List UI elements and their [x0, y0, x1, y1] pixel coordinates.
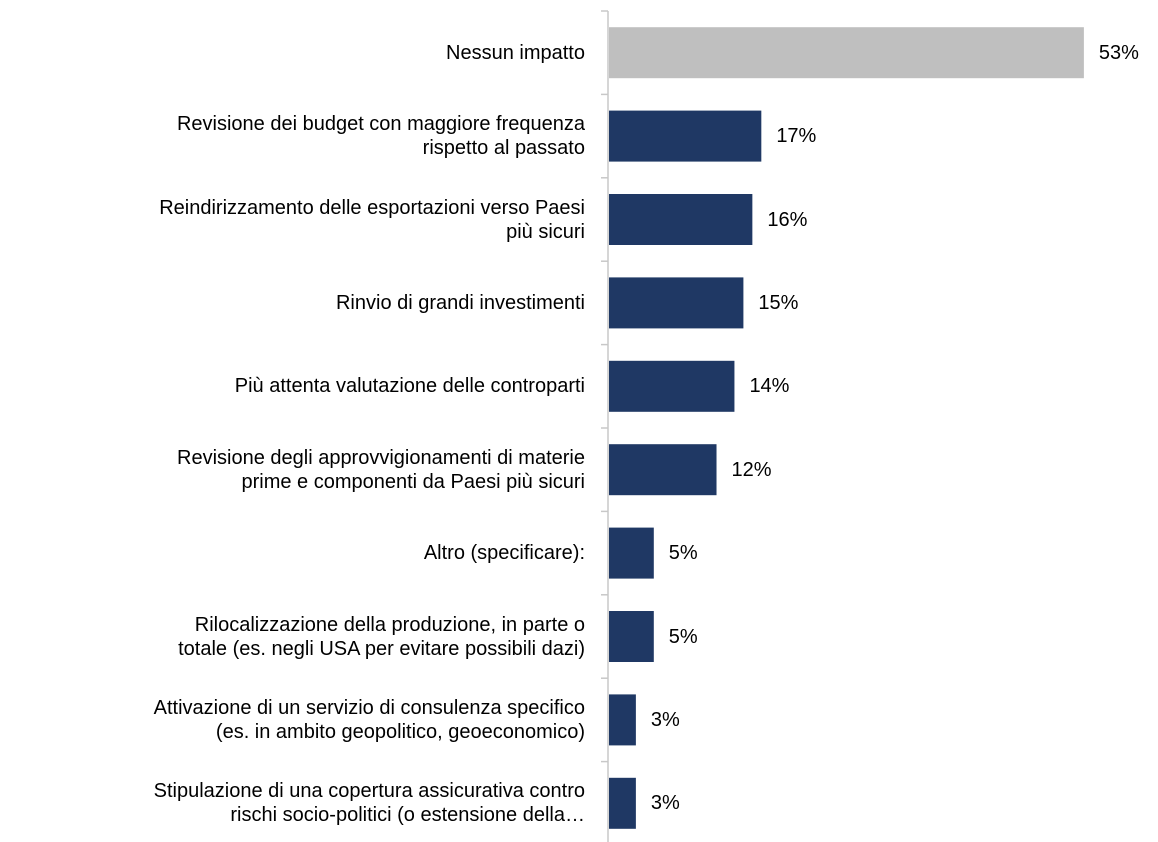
category-label: Più attenta valutazione delle contropart… [234, 375, 585, 398]
value-label: 16% [767, 208, 808, 231]
category-label: Attivazione di un servizio di consulenza… [153, 696, 585, 743]
value-label: 3% [650, 792, 680, 815]
value-label: 12% [731, 458, 772, 481]
bar [609, 277, 744, 329]
value-label: 53% [1098, 41, 1139, 64]
value-label: 14% [749, 375, 790, 398]
category-label: Nessun impatto [446, 41, 585, 64]
bar [609, 527, 654, 579]
bar [609, 110, 762, 162]
value-label: 5% [668, 625, 698, 648]
value-label: 5% [668, 542, 698, 565]
bar [609, 27, 1084, 79]
bar [609, 694, 636, 746]
category-label: Revisione degli approvvigionamenti di ma… [177, 446, 585, 493]
category-label: Reindirizzamento delle esportazioni vers… [159, 196, 585, 243]
category-label: Stipulazione di una copertura assicurati… [153, 780, 585, 827]
category-label: Rilocalizzazione della produzione, in pa… [178, 613, 585, 660]
category-label: Revisione dei budget con maggiore freque… [176, 113, 585, 160]
value-label: 3% [650, 708, 680, 731]
category-label: Rinvio di grandi investimenti [335, 291, 585, 314]
bar [609, 444, 717, 496]
category-label: Altro (specificare): [423, 542, 585, 565]
bar [609, 194, 753, 245]
bar [609, 777, 636, 829]
value-label: 15% [758, 291, 799, 314]
bar [609, 360, 735, 412]
bar [609, 611, 654, 662]
value-label: 17% [776, 125, 817, 148]
